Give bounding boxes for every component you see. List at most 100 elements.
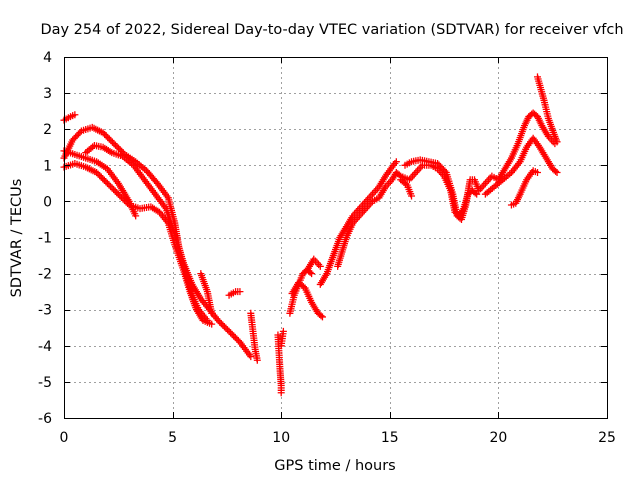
series-arc-r [507, 167, 541, 209]
data-point [74, 130, 82, 138]
data-point [277, 386, 285, 394]
data-point [279, 330, 287, 338]
data-point [245, 351, 253, 359]
data-point [251, 343, 259, 351]
y-tick-labels: 4 3 2 1 0 -1 -2 -3 -4 -5 -6 [38, 50, 52, 427]
data-point [441, 167, 449, 175]
data-point [298, 281, 306, 289]
data-point [500, 167, 508, 175]
data-point [99, 175, 107, 183]
series-arc-s [533, 73, 561, 146]
data-point [102, 132, 110, 140]
data-point [395, 171, 403, 179]
data-point [360, 199, 368, 207]
data-point [348, 221, 356, 229]
data-point [506, 170, 514, 178]
data-point [105, 135, 113, 143]
data-point [506, 156, 514, 164]
y-tick-label: 3 [43, 86, 52, 102]
series-arc-i [274, 331, 285, 397]
y-tick-label: -3 [38, 303, 52, 319]
x-tick-label: 20 [489, 430, 507, 446]
data-point [231, 334, 239, 342]
series-arc-l [288, 279, 326, 321]
data-point [117, 193, 125, 201]
data-point [76, 129, 84, 137]
data-point [213, 315, 221, 323]
data-point [192, 304, 200, 312]
data-point [89, 143, 97, 151]
data-point [342, 236, 350, 244]
data-point [97, 143, 105, 151]
data-point [94, 170, 102, 178]
data-point [114, 190, 122, 198]
data-point [394, 170, 402, 178]
data-point [354, 206, 362, 214]
data-point [386, 178, 394, 186]
data-point [380, 185, 388, 193]
data-point [373, 195, 381, 203]
y-tick-label: -4 [38, 339, 52, 355]
data-point [106, 148, 114, 156]
data-point [102, 178, 110, 186]
data-point [119, 195, 127, 203]
data-point [128, 160, 136, 168]
data-point [278, 337, 286, 345]
data-point [329, 254, 337, 262]
series-arc-f [197, 270, 216, 317]
data-point [534, 141, 542, 149]
data-point [207, 307, 215, 315]
x-tick-label: 5 [168, 430, 177, 446]
data-point [97, 173, 105, 181]
x-tick-label: 15 [381, 430, 399, 446]
axis-ticks [64, 57, 608, 419]
data-point [403, 175, 411, 183]
data-point [196, 293, 204, 301]
data-point [373, 185, 381, 193]
data-point [118, 147, 126, 155]
data-point [113, 178, 121, 186]
data-point [90, 157, 98, 165]
data-point [110, 186, 118, 194]
grid [64, 57, 607, 418]
x-tick-labels: 0 5 10 15 20 25 [60, 430, 616, 446]
data-point [423, 157, 431, 165]
series-arc-q [481, 134, 561, 198]
series-arc-d [82, 141, 255, 361]
data-point [550, 130, 558, 138]
y-tick-label: 1 [43, 158, 52, 174]
data-point [537, 120, 545, 128]
data-point [107, 182, 115, 190]
data-point [515, 159, 523, 167]
data-point [103, 179, 111, 187]
data-point [108, 138, 116, 146]
data-point [531, 168, 539, 176]
data-point [187, 278, 195, 286]
series-arc-g [225, 288, 244, 299]
data-point [402, 180, 410, 188]
data-point [139, 174, 147, 182]
data-point [80, 153, 88, 161]
data-point [220, 323, 228, 331]
data-point [161, 203, 169, 211]
data-point [322, 271, 330, 279]
data-point [116, 192, 124, 200]
data-point [206, 319, 214, 327]
data-point [405, 159, 413, 167]
data-point [315, 261, 323, 269]
data-point [217, 320, 225, 328]
data-point [337, 250, 345, 258]
data-point [552, 167, 560, 175]
data-point [69, 150, 77, 158]
y-tick-label: 0 [43, 194, 52, 210]
data-point [113, 143, 121, 151]
data-points [60, 73, 561, 397]
data-point [69, 112, 77, 120]
y-axis-label: SDTVAR / TECUs [9, 179, 25, 298]
data-point [480, 181, 488, 189]
data-point [228, 330, 236, 338]
data-point [317, 312, 325, 320]
data-point [229, 289, 237, 297]
data-point [335, 236, 343, 244]
